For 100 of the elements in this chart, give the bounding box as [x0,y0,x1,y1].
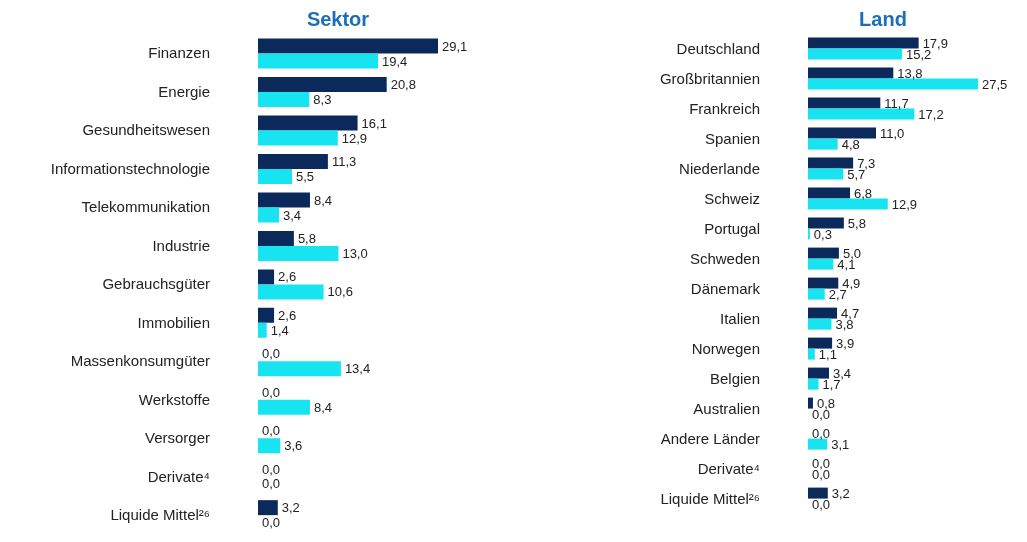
data-label: 0,0 [262,476,281,492]
bar [258,322,267,338]
bar [258,438,281,454]
y-tick-label: Italien [719,310,760,328]
chart-title: Sektor [305,8,371,32]
bar [808,348,815,360]
y-tick-label: Gebrauchsgüter [102,275,210,293]
y-tick-label: Telekommunikation [81,198,210,216]
data-label: 17,2 [918,106,944,122]
data-label: 8,3 [313,92,332,108]
y-tick-label: Liquide Mittel²⁶ [110,506,210,524]
y-tick-label: Derivate⁴ [147,467,210,485]
data-label: 8,4 [313,192,333,208]
data-label: 1,1 [818,346,837,362]
data-label: 3,4 [833,365,852,381]
y-tick-label: Derivate⁴ [697,460,760,478]
bar [258,207,280,223]
data-label: 3,4 [283,207,302,223]
bar [258,284,324,300]
bar [808,318,832,330]
data-label: 17,9 [922,35,948,51]
bar [808,127,876,139]
bar [808,307,838,319]
y-tick-label: Immobilien [137,313,210,331]
bar [808,48,902,60]
y-tick-label: Belgien [709,370,760,388]
data-label: 27,5 [982,76,1008,92]
data-label: 3,1 [831,436,850,452]
data-label: 3,2 [281,500,300,516]
data-label: 0,0 [262,423,281,439]
bar [258,192,310,208]
y-tick-label: Frankreich [689,100,760,118]
bar [808,288,825,300]
y-tick-label: Schweden [689,250,760,268]
bar [808,108,915,120]
data-label: 0,0 [812,455,831,471]
data-label: 2,6 [278,269,297,285]
bar [258,269,275,285]
bar [258,230,294,246]
data-label: 13,4 [344,361,371,377]
y-tick-label: Industrie [152,236,210,254]
data-label: 8,4 [313,399,333,415]
bar [258,307,275,323]
chart-title: Land [858,8,908,32]
y-tick-label: Liquide Mittel²⁶ [660,490,760,508]
bar [808,97,881,109]
bar [258,53,378,69]
y-tick-label: Australien [693,400,760,418]
bar [258,154,328,169]
data-label: 11,3 [331,154,357,170]
bar [808,438,828,450]
y-tick-label: Schweiz [704,190,760,208]
data-label: 0,0 [812,425,831,441]
data-label: 0,0 [262,514,281,530]
y-tick-label: Dänemark [690,280,761,298]
data-label: 11,0 [880,125,905,141]
bar [808,78,978,90]
data-label: 3,2 [831,485,850,501]
data-label: 5,8 [847,215,866,231]
data-label: 0,3 [813,226,832,242]
bar [808,217,844,229]
y-tick-label: Spanien [704,130,760,148]
bar [808,397,813,409]
bar [258,92,310,108]
bar [808,198,888,210]
data-label: 1,4 [270,322,289,338]
y-tick-label: Großbritannien [659,70,760,88]
bar [808,138,838,150]
data-label: 16,1 [361,115,387,131]
bar [808,67,894,79]
bar [808,277,839,289]
y-tick-label: Gesundheitswesen [82,121,210,139]
bar [258,115,358,131]
data-label: 12,9 [341,130,368,146]
data-label: 0,0 [262,461,281,477]
y-tick-label: Niederlande [679,160,760,178]
data-label: 11,7 [884,95,909,111]
y-tick-label: Deutschland [676,40,760,58]
data-label: 19,4 [382,53,408,69]
y-tick-label: Energie [158,82,210,100]
data-label: 20,8 [390,77,416,93]
data-label: 0,8 [816,395,836,411]
y-tick-label: Portugal [704,220,760,238]
data-label: 12,9 [891,196,918,212]
bar [808,157,854,169]
bar [258,245,339,261]
data-label: 6,8 [854,185,873,201]
data-label: 10,6 [327,284,353,300]
data-label: 13,0 [342,245,368,261]
bar [258,169,293,184]
bar [258,38,438,54]
bar [808,247,839,259]
data-label: 0,0 [262,346,281,362]
data-label: 5,8 [297,230,316,246]
data-label: 2,6 [278,307,297,323]
y-tick-label: Norwegen [691,340,760,358]
bar [258,130,338,146]
data-label: 0,0 [812,497,831,513]
y-tick-label: Andere Länder [660,430,760,448]
bar [808,37,919,49]
